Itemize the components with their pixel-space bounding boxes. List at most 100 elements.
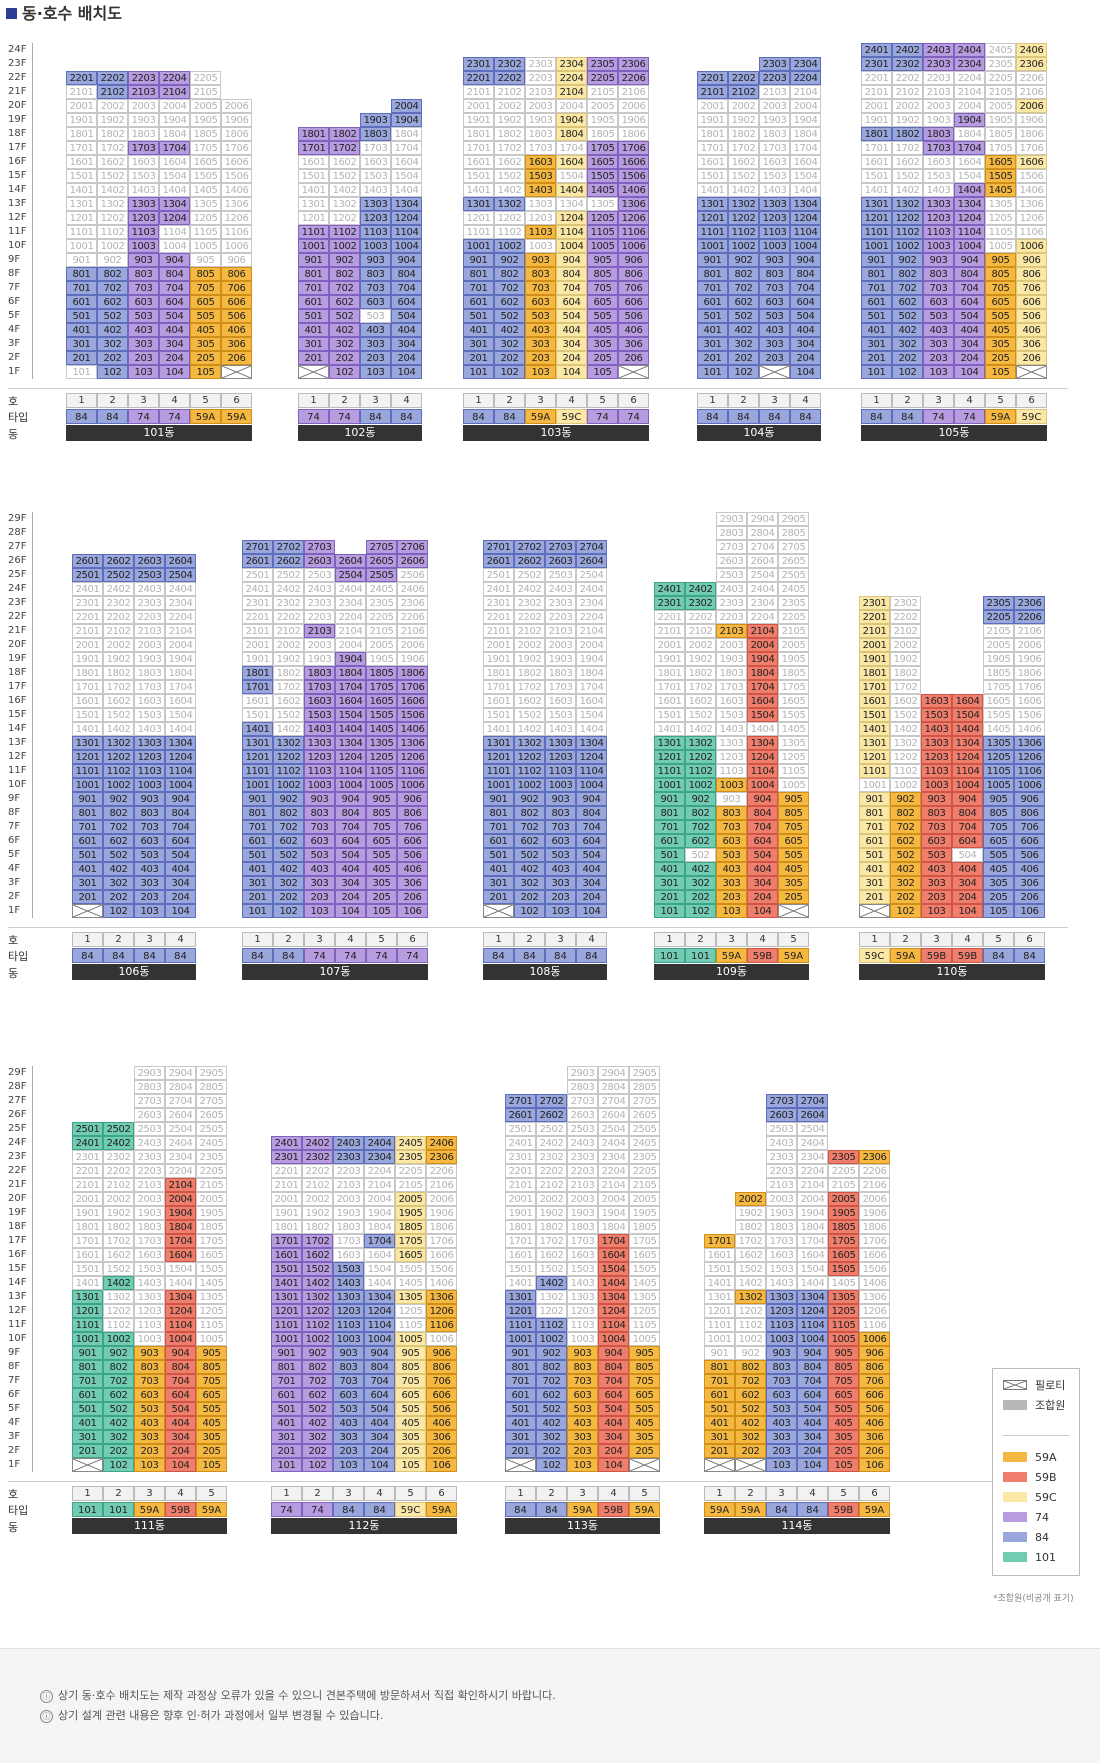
type-badge: 101: [685, 948, 716, 963]
unit-cell: 704: [598, 1374, 629, 1388]
unit-cell: 2904: [165, 1066, 196, 1080]
unit-cell: 804: [954, 267, 985, 281]
unit-cell: 701: [505, 1374, 536, 1388]
unit-cell: 1005: [778, 778, 809, 792]
unit-cell: 1702: [514, 680, 545, 694]
unit-cell: 2004: [159, 99, 190, 113]
unit-cell: 105: [985, 365, 1016, 379]
unit-cell: 1702: [728, 141, 759, 155]
unit-cell: 1001: [298, 239, 329, 253]
ho-number: 1: [859, 932, 890, 947]
unit-cell: 204: [159, 351, 190, 365]
unit-cell: 406: [1016, 323, 1047, 337]
unit-cell: 1304: [598, 1290, 629, 1304]
unit-cell: 204: [165, 890, 196, 904]
unit-cell: 1505: [828, 1262, 859, 1276]
unit-cell: 1604: [576, 694, 607, 708]
unit-cell: 1403: [333, 1276, 364, 1290]
unit-cell: 1206: [397, 750, 428, 764]
unit-cell: 905: [587, 253, 618, 267]
floor-label: 24F: [8, 44, 27, 55]
unit-cell: 1101: [271, 1318, 302, 1332]
unit-cell: 1404: [952, 722, 983, 736]
unit-cell: 1605: [983, 694, 1014, 708]
unit-cell: 2202: [103, 1164, 134, 1178]
unit-cell: 2003: [333, 1192, 364, 1206]
unit-cell: 402: [536, 1416, 567, 1430]
legend-item-mem: 조합원: [1003, 1399, 1065, 1413]
unit-cell: 406: [397, 862, 428, 876]
unit-cell: 1802: [514, 666, 545, 680]
unit-cell: 203: [766, 1444, 797, 1458]
unit-cell: 303: [545, 876, 576, 890]
unit-cell: 1706: [618, 141, 649, 155]
unit-cell: 201: [861, 351, 892, 365]
unit-cell: 2803: [134, 1080, 165, 1094]
unit-cell: 704: [790, 281, 821, 295]
unit-cell: 1204: [556, 211, 587, 225]
unit-cell: 1701: [859, 680, 890, 694]
unit-cell: 603: [567, 1388, 598, 1402]
unit-cell: 103: [921, 904, 952, 918]
unit-cell: 1802: [302, 1220, 333, 1234]
unit-cell: 2206: [1014, 610, 1045, 624]
unit-cell: 1201: [697, 211, 728, 225]
unit-cell: 1601: [271, 1248, 302, 1262]
floor-axis-line: [32, 1066, 33, 1472]
unit-cell: 2203: [134, 610, 165, 624]
unit-cell: 602: [103, 1388, 134, 1402]
unit-cell: 2101: [483, 624, 514, 638]
unit-cell: 1804: [576, 666, 607, 680]
unit-cell: 1101: [654, 764, 685, 778]
unit-cell: 1102: [890, 764, 921, 778]
floor-label: 13F: [8, 198, 27, 209]
unit-cell: 1503: [333, 1262, 364, 1276]
unit-cell: 1703: [304, 680, 335, 694]
unit-cell: 2106: [397, 624, 428, 638]
floor-label: 3F: [8, 877, 21, 888]
unit-cell: 2206: [426, 1164, 457, 1178]
type-badge: 84: [463, 409, 494, 424]
unit-cell: 2201: [66, 71, 97, 85]
unit-cell: 601: [861, 295, 892, 309]
ho-number: 2: [735, 1486, 766, 1501]
unit-cell: 202: [273, 890, 304, 904]
unit-cell: 1905: [629, 1206, 660, 1220]
unit-cell: 1805: [983, 666, 1014, 680]
unit-cell: 2504: [165, 1122, 196, 1136]
unit-cell: 1503: [716, 708, 747, 722]
unit-cell: 2305: [366, 596, 397, 610]
unit-cell: 1103: [134, 764, 165, 778]
unit-cell: 205: [190, 351, 221, 365]
unit-cell: 1403: [545, 722, 576, 736]
unit-cell: 2002: [302, 1192, 333, 1206]
unit-cell: 103: [134, 904, 165, 918]
unit-cell: 1406: [859, 1276, 890, 1290]
unit-cell: 2101: [271, 1178, 302, 1192]
unit-cell: 1701: [505, 1234, 536, 1248]
unit-cell: 801: [463, 267, 494, 281]
type-badge: 84: [165, 948, 196, 963]
unit-cell: 603: [134, 834, 165, 848]
unit-cell: 2204: [165, 610, 196, 624]
unit-cell: 801: [861, 267, 892, 281]
unit-cell: 402: [728, 323, 759, 337]
unit-cell: 1106: [1016, 225, 1047, 239]
unit-cell: 806: [618, 267, 649, 281]
ho-number: 4: [165, 932, 196, 947]
unit-cell: 1205: [828, 1304, 859, 1318]
unit-cell: 2102: [892, 85, 923, 99]
unit-cell: 202: [103, 890, 134, 904]
unit-cell: 205: [366, 890, 397, 904]
unit-cell: 702: [103, 820, 134, 834]
type-badge: 84: [333, 1502, 364, 1517]
unit-cell: 1903: [128, 113, 159, 127]
type-badge: 84: [545, 948, 576, 963]
unit-cell: 2502: [514, 568, 545, 582]
unit-cell: 2005: [366, 638, 397, 652]
unit-cell: 604: [797, 1388, 828, 1402]
unit-cell: 1705: [190, 141, 221, 155]
unit-cell: 906: [397, 792, 428, 806]
unit-cell: 2103: [304, 624, 335, 638]
unit-cell: 2105: [366, 624, 397, 638]
